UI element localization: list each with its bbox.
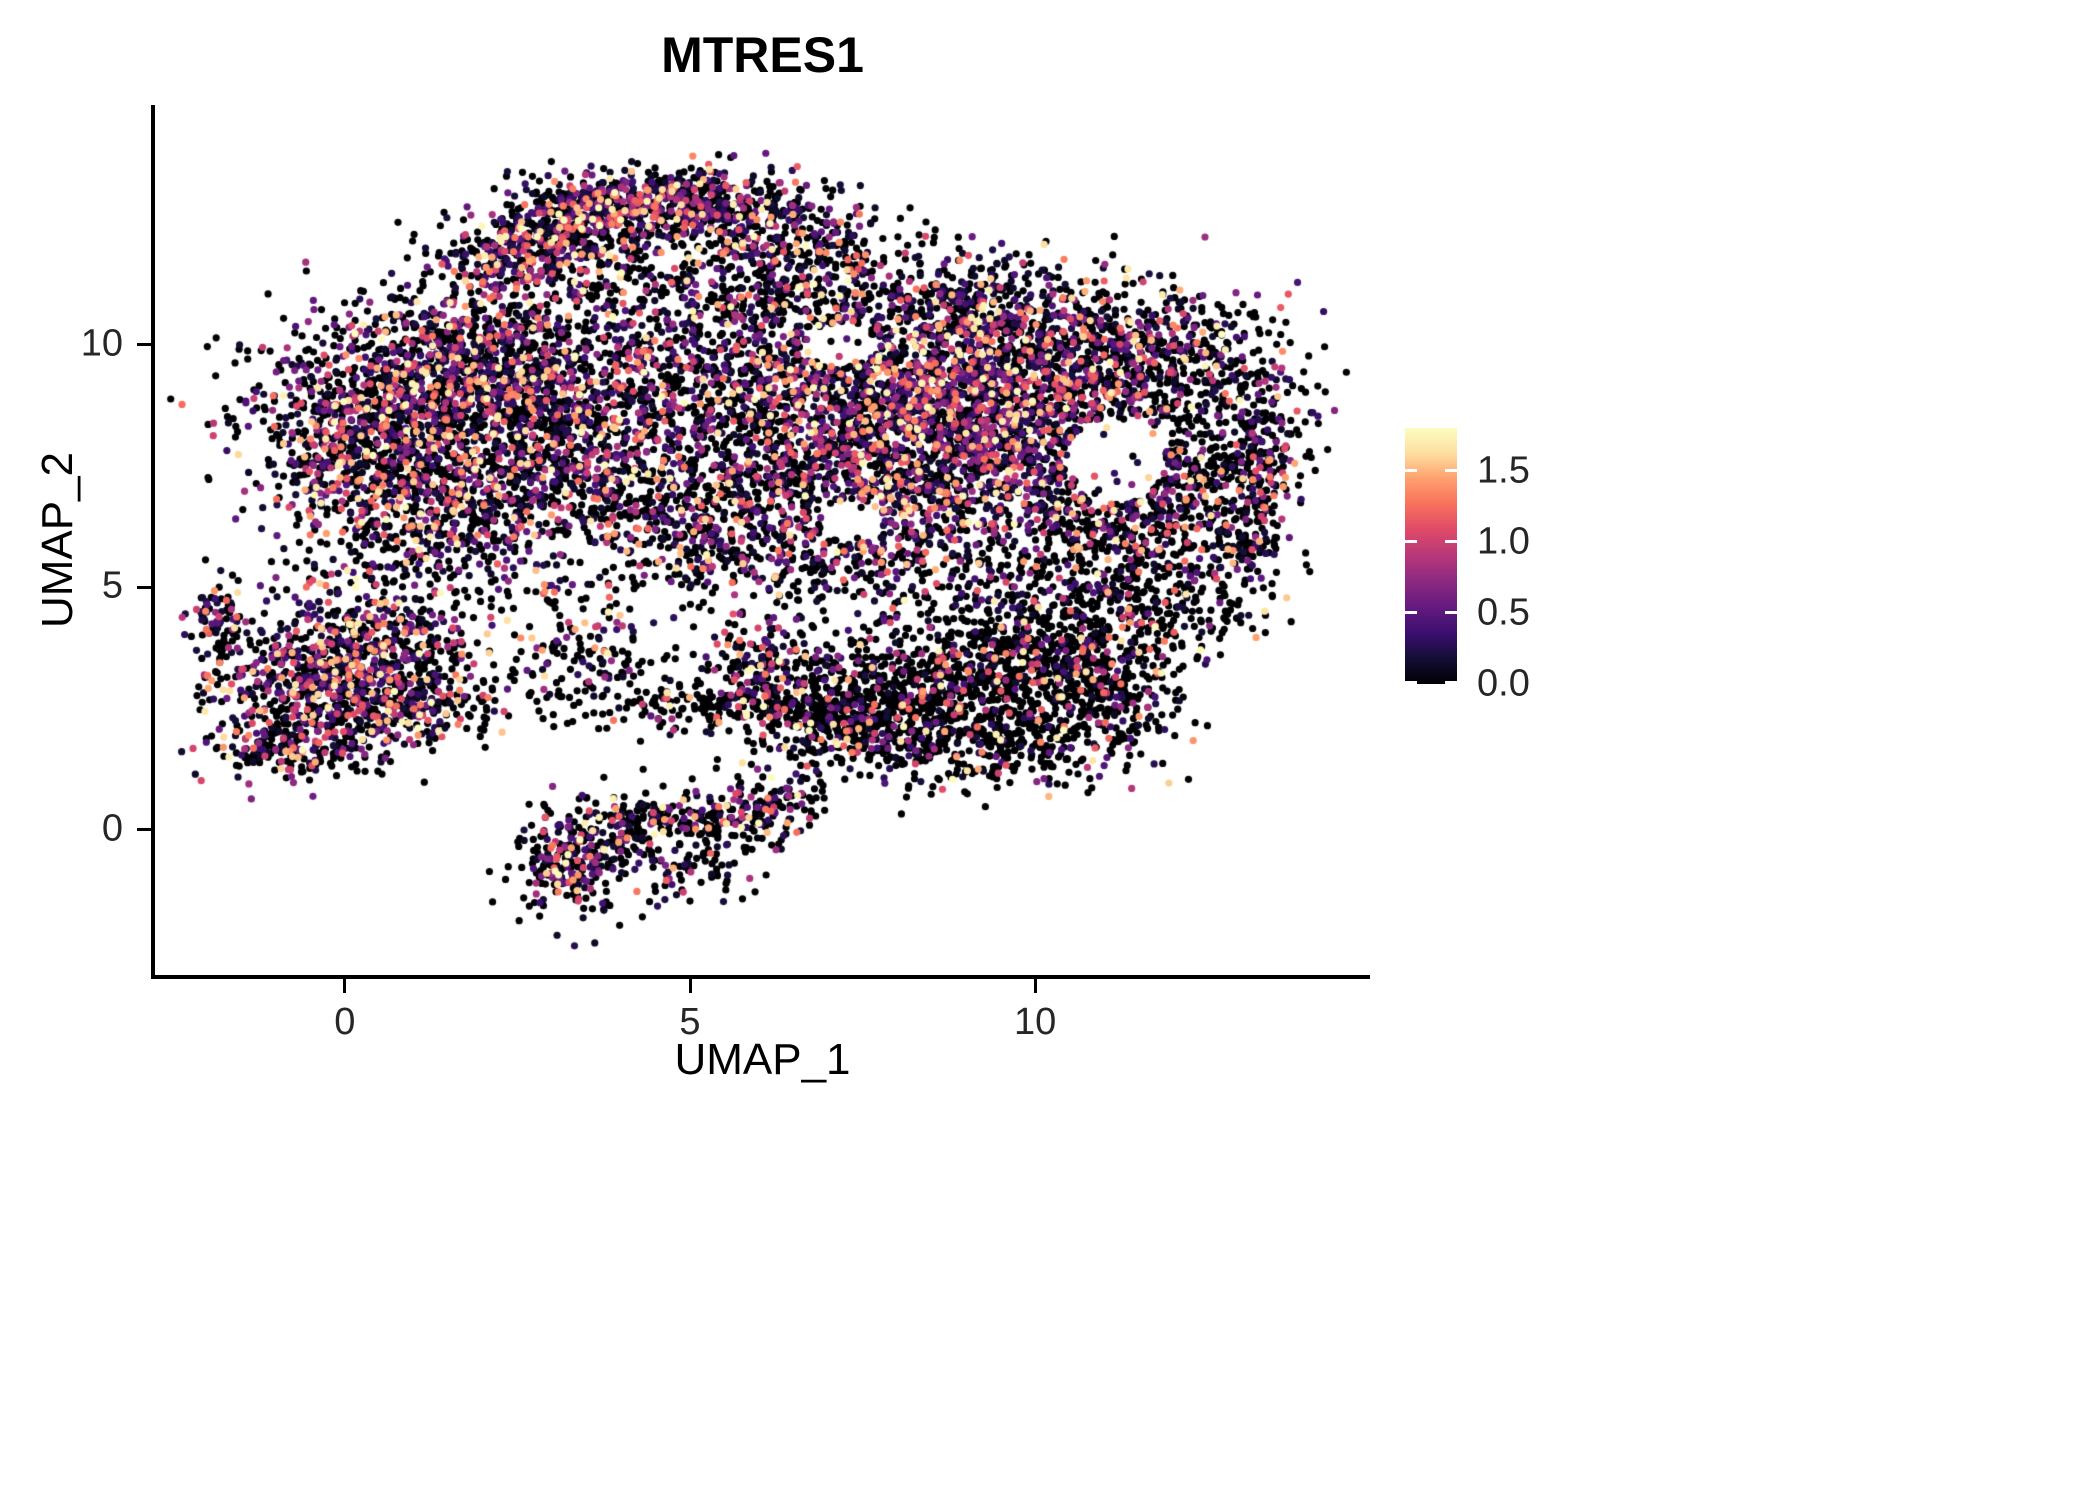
x-tick-label: 10 bbox=[1014, 1001, 1057, 1043]
plot-panel: 0 5 10 0 5 10 bbox=[81, 105, 1370, 1043]
y-axis-line bbox=[151, 105, 155, 979]
x-axis-label: UMAP_1 bbox=[674, 1035, 851, 1084]
colorbar-tick-mark bbox=[1445, 611, 1457, 615]
y-tick-label: 10 bbox=[80, 322, 123, 365]
colorbar-legend: 1.5 1.0 0.5 0.0 bbox=[1405, 428, 1685, 705]
colorbar-tick-mark bbox=[1445, 681, 1457, 684]
scatter-canvas bbox=[155, 105, 1370, 975]
y-tick-mark bbox=[137, 828, 151, 832]
y-axis-label: UMAP_2 bbox=[33, 451, 82, 629]
plot-title: MTRES1 bbox=[661, 27, 864, 83]
colorbar-tick-label: 0.0 bbox=[1477, 662, 1530, 705]
colorbar-gradient bbox=[1405, 428, 1457, 684]
colorbar-tick-mark bbox=[1405, 611, 1417, 615]
y-tick-mark bbox=[137, 343, 151, 347]
y-tick-mark bbox=[137, 585, 151, 589]
colorbar-tick-mark bbox=[1405, 540, 1417, 544]
colorbar-tick-label: 1.5 bbox=[1477, 449, 1530, 492]
x-tick-label: 0 bbox=[334, 1001, 356, 1043]
colorbar-tick-mark bbox=[1445, 469, 1457, 473]
colorbar-tick-label: 0.5 bbox=[1477, 591, 1530, 634]
x-tick-mark bbox=[1033, 979, 1037, 993]
colorbar-tick-mark bbox=[1445, 540, 1457, 544]
x-tick-mark bbox=[343, 979, 347, 993]
colorbar-tick-label: 1.0 bbox=[1477, 520, 1530, 563]
y-tick-label: 0 bbox=[101, 807, 123, 850]
y-tick-label: 5 bbox=[101, 564, 123, 607]
x-tick-label: 5 bbox=[679, 1001, 701, 1043]
colorbar-tick-mark bbox=[1405, 469, 1417, 473]
colorbar-tick-mark bbox=[1405, 681, 1417, 684]
x-tick-mark bbox=[688, 979, 692, 993]
x-axis-line bbox=[151, 975, 1370, 979]
